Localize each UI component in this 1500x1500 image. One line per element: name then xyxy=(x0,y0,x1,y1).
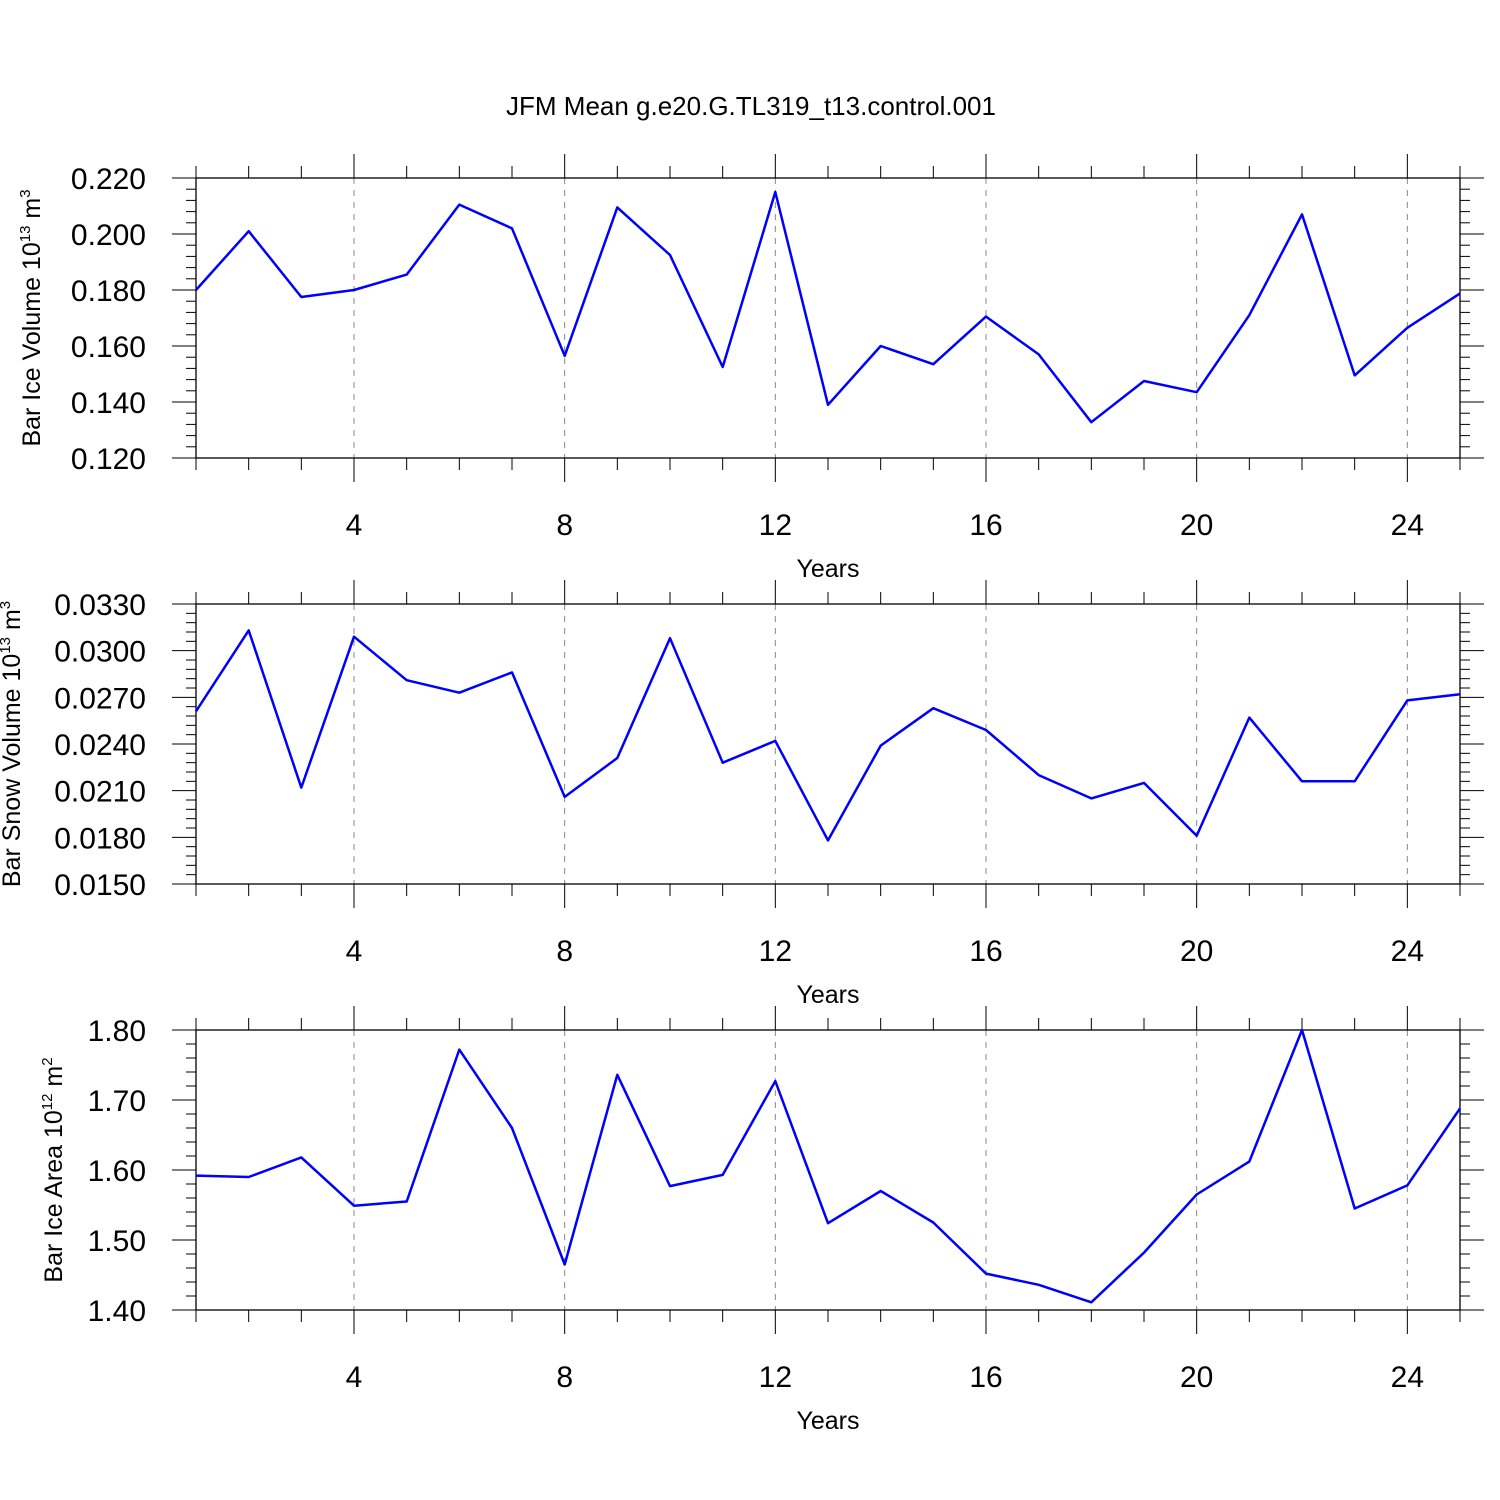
x-axis-label: Years xyxy=(796,555,859,583)
x-tick-label: 4 xyxy=(346,1361,363,1394)
y-tick-label: 0.220 xyxy=(71,163,146,196)
x-tick-label: 8 xyxy=(556,509,573,542)
y-tick-label: 0.0210 xyxy=(54,776,146,809)
y-axis-label: Bar Ice Area 1012 m2 xyxy=(39,1057,68,1282)
series-line xyxy=(195,1028,1462,1304)
x-tick-label: 20 xyxy=(1180,935,1213,968)
x-tick-label: 24 xyxy=(1391,1361,1424,1394)
y-tick-label: 0.0300 xyxy=(54,636,146,669)
y-axis-label: Bar Snow Volume 1013 m3 xyxy=(0,601,26,887)
panel-2: 0.0150 0.0180 0.0210 0.0240 0.0270 0.0300 0.03… xyxy=(0,580,1484,1009)
panel-1: 0.120 0.140 0.160 0.180 0.200 0.220 4 8 12 16 20 24… xyxy=(17,154,1484,583)
plot-frame xyxy=(195,603,1461,885)
y-tick-label: 1.60 xyxy=(88,1155,146,1188)
series-line xyxy=(195,190,1461,424)
y-tick-label: 0.180 xyxy=(71,275,146,308)
y-tick-label: 0.200 xyxy=(71,219,146,252)
x-tick-label: 4 xyxy=(346,935,363,968)
plot-frame xyxy=(195,1029,1461,1311)
y-tick-label: 0.0270 xyxy=(54,682,146,715)
y-tick-label: 1.50 xyxy=(88,1225,146,1258)
x-tick-label: 16 xyxy=(969,509,1002,542)
x-tick-label: 12 xyxy=(759,509,792,542)
x-tick-label: 4 xyxy=(346,509,363,542)
x-tick-label: 20 xyxy=(1180,509,1213,542)
y-tick-label: 0.120 xyxy=(71,443,146,476)
y-tick-label: 0.0150 xyxy=(54,869,146,902)
x-tick-label: 8 xyxy=(556,1361,573,1394)
chart-title: JFM Mean g.e20.G.TL319_t13.control.001 xyxy=(506,91,996,121)
y-tick-label: 1.80 xyxy=(88,1015,146,1048)
y-tick-label: 0.0330 xyxy=(54,589,146,622)
y-tick-label: 1.40 xyxy=(88,1295,146,1328)
x-tick-label: 24 xyxy=(1391,935,1424,968)
x-tick-label: 16 xyxy=(969,1361,1002,1394)
series-line xyxy=(194,629,1461,842)
x-tick-label: 8 xyxy=(556,935,573,968)
x-tick-label: 12 xyxy=(759,935,792,968)
y-tick-label: 0.0180 xyxy=(54,822,146,855)
plot-frame xyxy=(195,177,1461,459)
y-axis-label: Bar Ice Volume 1013 m3 xyxy=(17,189,46,446)
x-tick-label: 16 xyxy=(969,935,1002,968)
x-tick-label: 20 xyxy=(1180,1361,1213,1394)
y-tick-label: 0.140 xyxy=(71,387,146,420)
y-tick-label: 0.0240 xyxy=(54,729,146,762)
y-tick-label: 1.70 xyxy=(88,1085,146,1118)
x-tick-label: 12 xyxy=(759,1361,792,1394)
x-axis-label: Years xyxy=(796,981,859,1009)
x-tick-label: 24 xyxy=(1391,509,1424,542)
x-axis-label: Years xyxy=(796,1407,859,1435)
y-tick-label: 0.160 xyxy=(71,331,146,364)
panel-3: 1.40 1.50 1.60 1.70 1.80 4 8 12 16 20 24 Years Bar I… xyxy=(39,1006,1484,1435)
panels: 0.120 0.140 0.160 0.180 0.200 0.220 4 8 12 16 20 24… xyxy=(0,154,1484,1435)
